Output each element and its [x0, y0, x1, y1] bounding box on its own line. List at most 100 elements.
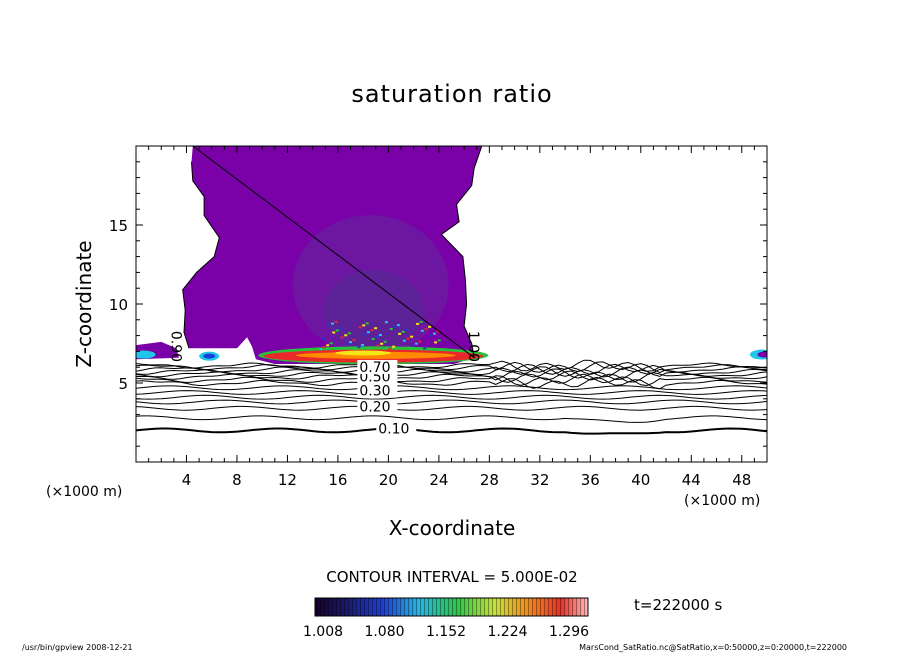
contour-line [136, 373, 767, 387]
contour-line [136, 368, 767, 381]
contour-line [136, 390, 767, 395]
speckle [339, 327, 343, 330]
contour-line [136, 405, 767, 411]
speckle [376, 344, 380, 347]
contour-line [136, 363, 767, 375]
x-axis-unit: (×1000 m) [684, 493, 760, 509]
contour-label: 0.30 [359, 384, 390, 400]
colorbar-tick-labels: 1.008 1.080 1.152 1.224 1.296 [303, 624, 589, 640]
speckle [384, 321, 388, 324]
speckle [411, 344, 415, 347]
speckle [366, 331, 370, 334]
speckle [358, 326, 362, 329]
contour-line [136, 394, 767, 400]
contour-line [136, 359, 767, 372]
contour-label: 0.10 [378, 422, 409, 438]
speckle [352, 339, 356, 342]
contour-line [136, 376, 767, 390]
chart-title: saturation ratio [351, 80, 552, 108]
saturation-field [136, 146, 767, 365]
speckle [335, 329, 339, 332]
edge-cyan-blob [136, 350, 156, 359]
speckle [414, 342, 418, 345]
speckle [437, 339, 441, 342]
speckle [374, 327, 378, 330]
plume-core [323, 270, 424, 351]
speckle [347, 332, 351, 335]
right-edge-patch [757, 351, 767, 358]
speckle [402, 339, 406, 342]
speckle [321, 337, 325, 340]
speckle [393, 326, 397, 329]
colorbar [314, 597, 589, 617]
contour-line [136, 361, 767, 374]
speckle [396, 324, 400, 327]
contour-label-bg [357, 359, 398, 374]
speckle [361, 344, 364, 346]
speckle [340, 336, 344, 339]
x-tick-label: 32 [530, 471, 549, 489]
speckle [365, 322, 369, 325]
x-tick-label: 36 [581, 471, 600, 489]
x-tick-label: 48 [732, 471, 751, 489]
speckle [436, 330, 440, 333]
contour-line [136, 415, 767, 423]
speckle [375, 336, 379, 338]
footer-right: MarsCond_SatRatio.nc@SatRatio,x=0:50000,… [579, 643, 847, 652]
speckle [331, 322, 334, 325]
speckle [371, 338, 375, 340]
speckle [428, 325, 432, 328]
speckle [332, 331, 336, 334]
speckle [401, 330, 405, 333]
colorbar-tick-label: 1.008 [303, 624, 343, 640]
speckle [349, 341, 352, 344]
speckle [418, 340, 422, 343]
x-tick-label: 12 [278, 471, 297, 489]
speckle [407, 346, 411, 349]
speckle [380, 342, 384, 345]
contour-interval-label: CONTOUR INTERVAL = 5.000E-02 [326, 568, 577, 586]
speckle [370, 329, 374, 332]
band-orange [295, 351, 456, 359]
contour-label: 0.70 [359, 360, 390, 376]
contour-lines [136, 146, 767, 435]
x-tick-label: 28 [480, 471, 499, 489]
contour-label-bg [357, 399, 398, 414]
speckle [405, 328, 409, 331]
speckle [424, 327, 428, 330]
speckle [362, 324, 366, 327]
contour-line [136, 427, 767, 435]
time-label: t=222000 s [634, 596, 722, 614]
saturation-boundary [191, 146, 483, 359]
contour-line [136, 366, 767, 378]
contour-line [136, 385, 767, 391]
left-blue-blob [203, 353, 216, 359]
footer-left: /usr/bin/gpview 2008-12-21 [22, 643, 133, 652]
colorbar-tick-label: 1.224 [487, 624, 527, 640]
contour-label: 1.00 [465, 331, 481, 362]
speckle [383, 340, 387, 343]
speckle [344, 334, 348, 337]
speckle [353, 348, 357, 350]
speckle [392, 345, 396, 348]
x-tick-label: 40 [631, 471, 650, 489]
speckle [389, 328, 393, 330]
x-tick-label: 8 [232, 471, 242, 489]
speckle [406, 337, 410, 340]
speckle [322, 346, 326, 349]
y-axis-unit: (×1000 m) [46, 484, 122, 500]
y-tick-label: 10 [109, 296, 128, 314]
x-axis-title: X-coordinate [389, 516, 516, 540]
x-tick-label: 16 [328, 471, 347, 489]
speckle [398, 332, 402, 335]
speckle [363, 333, 367, 336]
x-tick-label: 20 [379, 471, 398, 489]
contour-label: 0.20 [359, 399, 390, 415]
x-tick-label: 24 [429, 471, 448, 489]
speckle [357, 346, 361, 348]
band-yellow [335, 350, 392, 356]
colorbar-tick-label: 1.080 [364, 624, 404, 640]
speckle [329, 342, 333, 345]
